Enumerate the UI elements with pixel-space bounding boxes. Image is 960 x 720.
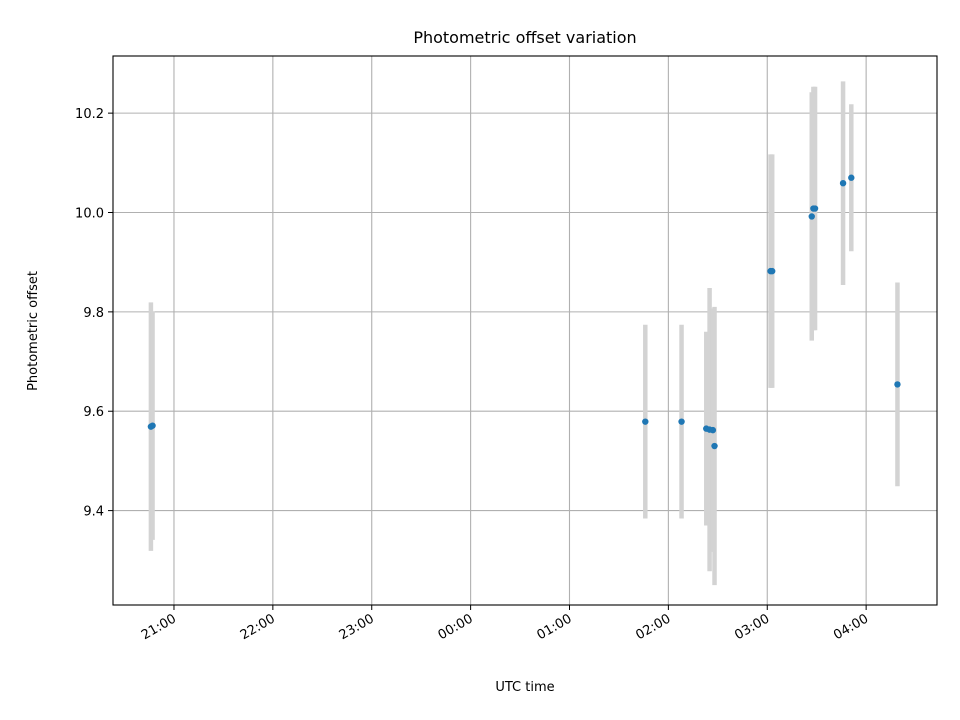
y-axis-ticks: 9.4 9.6 9.8 10.0 10.2 [75,107,113,520]
data-points [147,174,901,450]
data-point [848,174,855,181]
y-tick-label: 9.8 [83,306,104,321]
y-tick-label: 10.2 [75,107,104,122]
data-point [642,418,649,425]
y-tick-label: 9.4 [83,505,104,520]
data-point [811,205,819,212]
plot-frame [112,55,938,606]
data-point [839,179,847,187]
data-point [678,418,685,425]
chart-title: Photometric offset variation [413,28,636,47]
y-tick-label: 9.6 [83,405,104,420]
data-point [709,426,717,434]
x-axis-label: UTC time [495,680,554,695]
y-axis-label: Photometric offset [26,271,41,391]
data-point [808,213,815,220]
y-tick-label: 10.0 [75,207,104,222]
data-point [149,422,156,429]
grid [113,56,937,605]
data-point [711,442,718,450]
data-point [894,381,901,388]
data-point [769,267,776,275]
